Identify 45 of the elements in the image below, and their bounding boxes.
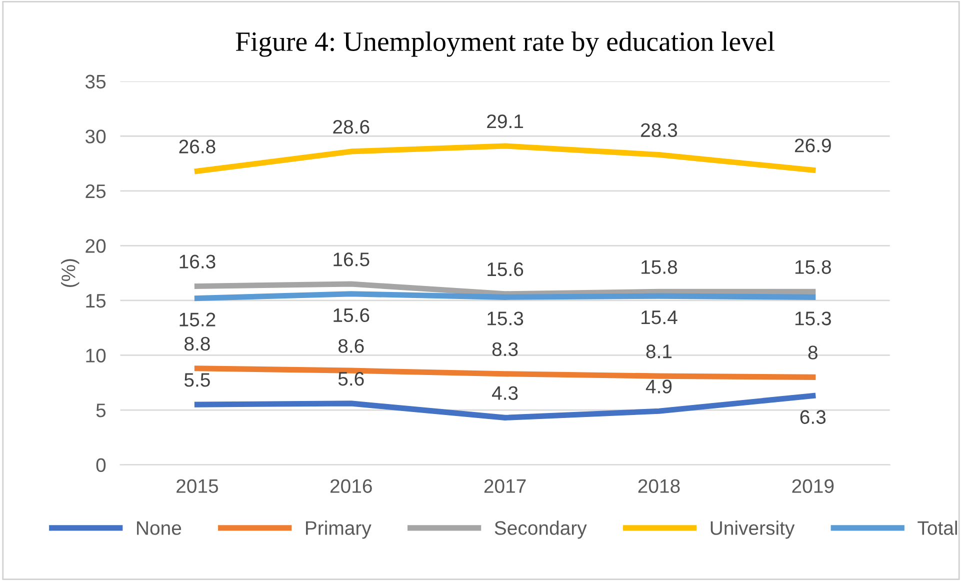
y-tick-label: 35 xyxy=(85,74,106,89)
data-label: 29.1 xyxy=(487,114,524,128)
legend-label: Total xyxy=(918,520,957,535)
data-label: 15.8 xyxy=(642,260,678,274)
data-label: 16.3 xyxy=(180,254,216,268)
data-label: 5.5 xyxy=(184,373,210,387)
data-label: 15.6 xyxy=(334,308,370,322)
legend-label: Primary xyxy=(306,520,372,539)
legend-label: University xyxy=(710,520,795,539)
data-label: 4.9 xyxy=(646,380,672,394)
data-label: 8.8 xyxy=(184,336,210,351)
data-label: 15.6 xyxy=(488,262,524,276)
data-label: 15.3 xyxy=(795,312,831,326)
data-label: 15.2 xyxy=(180,312,216,326)
data-label: 8.3 xyxy=(492,342,518,356)
y-tick-label: 25 xyxy=(86,184,106,198)
y-tick-label: 5 xyxy=(96,404,106,418)
data-label: 8 xyxy=(808,346,818,360)
data-label: 8.1 xyxy=(646,344,672,358)
x-tick-label: 2019 xyxy=(792,479,834,493)
data-label: 8.6 xyxy=(338,339,364,353)
y-tick-label: 15 xyxy=(86,294,106,308)
data-label: 15.8 xyxy=(795,260,831,274)
data-label: 6.3 xyxy=(800,410,826,424)
data-label: 5.6 xyxy=(338,372,364,386)
data-label: 26.9 xyxy=(794,138,831,152)
data-label: 26.8 xyxy=(179,140,216,154)
y-tick-label: 30 xyxy=(85,130,106,144)
y-tick-label: 10 xyxy=(86,348,106,362)
data-label: 4.3 xyxy=(492,386,518,400)
legend-label: None xyxy=(137,521,182,535)
data-label: 15.3 xyxy=(488,312,524,326)
data-label: 15.4 xyxy=(642,310,678,324)
x-tick-label: 2016 xyxy=(330,479,372,493)
x-tick-label: 2015 xyxy=(176,479,218,493)
y-tick-label: 0 xyxy=(96,458,106,472)
chart-title: Figure 4: Unemployment rate by education level xyxy=(236,32,774,57)
x-tick-label: 2018 xyxy=(638,479,680,493)
data-label: 28.6 xyxy=(333,120,370,134)
data-label: 28.3 xyxy=(641,123,678,138)
y-axis-title: (%) xyxy=(61,259,80,287)
x-tick-label: 2017 xyxy=(484,479,526,493)
y-tick-label: 20 xyxy=(86,239,106,253)
legend-label: Secondary xyxy=(494,520,587,539)
data-label: 16.5 xyxy=(334,252,370,266)
